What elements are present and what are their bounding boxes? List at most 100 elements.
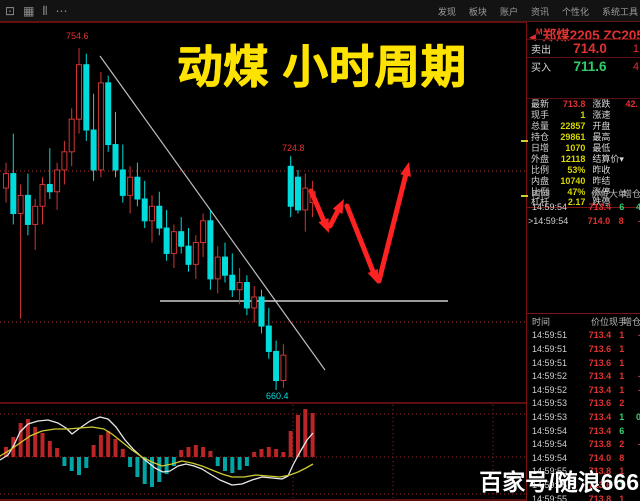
- table-row[interactable]: 14:59:54 713.4 64: [527, 200, 640, 214]
- window-icon[interactable]: ⊡: [5, 4, 16, 18]
- table-row[interactable]: >14:59:54 714.0 8-: [527, 214, 640, 228]
- tick-delta: 4: [624, 202, 640, 212]
- tick-price: 713.6: [588, 479, 612, 490]
- menu-item-5[interactable]: 系统工具: [601, 6, 638, 17]
- tick-qty: 1: [619, 493, 625, 501]
- stat-value: 1: [580, 110, 586, 121]
- tick-qty: 1: [619, 330, 625, 341]
- tick-qty: 1: [619, 411, 625, 422]
- column-header: 时间: [532, 317, 551, 328]
- stat-value: 47%: [567, 186, 586, 197]
- layout-icon[interactable]: ⫴: [42, 4, 48, 18]
- tick-price: 713.8: [588, 493, 612, 501]
- table-row[interactable]: 14:59:51 713.6 1: [527, 342, 640, 356]
- stat-label: 涨跌: [592, 99, 611, 110]
- tick-qty: 6: [619, 202, 625, 212]
- table-row[interactable]: 14:59:54 713.4 6: [527, 424, 640, 438]
- tick-price: 713.6: [588, 357, 612, 368]
- main-contract-flag: M: [535, 27, 543, 37]
- stat-value: 12118: [560, 153, 586, 164]
- stat-label: 杠杆: [531, 197, 550, 208]
- stat-row: 开盘: [588, 121, 640, 132]
- stat-row: 结算价▾: [588, 153, 640, 164]
- menu-item-4[interactable]: 个性化: [561, 6, 589, 17]
- tick-table[interactable]: 时间价位现手增仓14:59:51713.41-14:59:51713.6114:…: [527, 315, 640, 501]
- stat-label: 跌停: [592, 197, 611, 208]
- tick-time: 14:59:51: [532, 357, 568, 368]
- grid-icon[interactable]: ▦: [23, 4, 35, 18]
- stat-value: 29861: [560, 132, 586, 143]
- table-row[interactable]: 14:59:53 713.6 2: [527, 397, 640, 411]
- stat-label: 比例: [531, 164, 550, 175]
- tick-time: 14:59:53: [532, 411, 568, 422]
- stat-row: 外盘 12118: [527, 153, 588, 164]
- price-label-low: 660.4: [266, 391, 289, 401]
- tick-qty: 8: [619, 452, 625, 463]
- table-row[interactable]: 14:59:55 713.6 1: [527, 478, 640, 492]
- tick-time: 14:59:54: [532, 202, 568, 212]
- stats-column: 最新 713.8 现手 1 总量 22857 持仓 29861 日增 1070 外盘 12118 比例 5…: [527, 99, 588, 208]
- column-header: 现手: [609, 317, 628, 328]
- bid-row[interactable]: 买入 711.6 4: [527, 57, 640, 75]
- table-row[interactable]: 14:59:51 713.4 1-: [527, 329, 640, 343]
- tick-qty: 1: [619, 479, 625, 490]
- tick-price: 713.4: [588, 384, 612, 395]
- tick-time: 14:59:54: [532, 452, 568, 463]
- table-row[interactable]: 14:59:54 713.8 2-: [527, 437, 640, 451]
- main-menu: 发现 板块 账户 资讯 个性化 系统工具: [438, 5, 640, 18]
- table-row[interactable]: 14:59:53 713.4 10: [527, 410, 640, 424]
- table-row[interactable]: 14:59:55 713.8 1: [527, 492, 640, 501]
- table-row[interactable]: 14:59:52 713.4 1-: [527, 369, 640, 383]
- tick-delta: -: [624, 216, 640, 226]
- tick-time: >14:59:54: [528, 216, 569, 226]
- window-control-icons: ⊡ ▦ ⫴ ⋯: [0, 0, 67, 22]
- tick-delta: -: [624, 371, 640, 381]
- table-row[interactable]: 14:59:52 713.4 1-: [527, 383, 640, 397]
- table-row[interactable]: 14:59:54 714.0 8: [527, 451, 640, 465]
- bid-price: 711.6: [573, 59, 607, 74]
- ask-row[interactable]: 卖出 714.0 1: [527, 39, 640, 57]
- stat-row: 现手 1: [527, 110, 588, 121]
- stat-row: 涨跌 42.: [588, 99, 640, 110]
- column-header: 价位: [590, 317, 609, 328]
- price-label-gap-high: 724.8: [282, 143, 305, 153]
- menu-item-1[interactable]: 板块: [468, 6, 487, 17]
- tick-qty: 6: [619, 425, 625, 436]
- tick-delta: -: [624, 385, 640, 395]
- panel-resize-tick[interactable]: [521, 140, 528, 142]
- stat-row: 杠杆 2.17: [527, 197, 588, 208]
- menu-item-0[interactable]: 发现: [437, 6, 456, 17]
- menu-item-2[interactable]: 账户: [499, 6, 518, 17]
- table-header: 时间 价位 大单 增仓: [527, 186, 640, 200]
- stat-value: 42.: [625, 99, 638, 110]
- tick-delta: -: [624, 330, 640, 340]
- stat-label: 昨结: [592, 175, 611, 186]
- stat-label[interactable]: 结算价▾: [592, 153, 624, 164]
- panel-resize-tick[interactable]: [521, 195, 528, 197]
- stat-label: 日增: [531, 143, 550, 153]
- menu-item-3[interactable]: 资讯: [530, 6, 549, 17]
- tick-qty: 1: [619, 384, 625, 395]
- stat-label: 开盘: [592, 121, 611, 132]
- stat-row: 昨收: [588, 164, 640, 175]
- stat-row: 总量 22857: [527, 121, 588, 132]
- divider: [527, 313, 640, 314]
- quote-panel: ◀M郑煤2205 ZC205 卖出 714.0 1 买入 711.6 4 最新 7…: [526, 22, 640, 501]
- tick-price: 713.4: [588, 330, 612, 341]
- tick-time: 14:59:54: [532, 439, 568, 450]
- stat-value: 1070: [565, 143, 586, 153]
- stats-column: 涨跌 42. 涨速 开盘 最高 最低 结算价▾ 昨收 昨结 涨停 跌停: [588, 99, 640, 208]
- table-row[interactable]: 14:59:51 713.6 1: [527, 356, 640, 370]
- tick-qty: 8: [618, 216, 624, 226]
- tick-qty: 1: [619, 466, 625, 477]
- stat-value: 713.8: [562, 99, 586, 110]
- more-icon[interactable]: ⋯: [55, 4, 68, 18]
- table-row[interactable]: 14:59:55 713.8 1: [527, 465, 640, 479]
- column-header: 增仓: [623, 317, 640, 328]
- tick-delta: -: [624, 439, 640, 449]
- stat-value: 2.17: [567, 197, 586, 208]
- column-header: 增仓: [623, 188, 640, 199]
